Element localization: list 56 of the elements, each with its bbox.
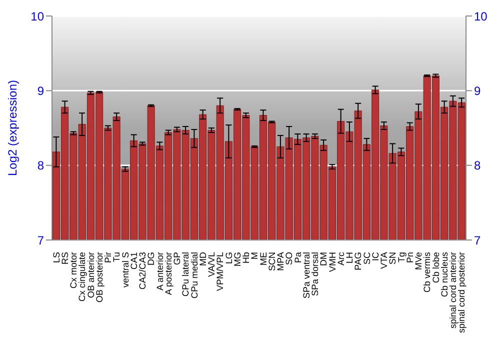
y2-tick-label: 10 [474, 9, 488, 24]
x-tick-label: Hb [241, 252, 252, 264]
x-tick-label: IC [370, 252, 380, 261]
x-tick-label: spinal cord anterior [448, 252, 458, 329]
x-tick-label: Arc [336, 252, 346, 266]
x-tick-label: SCN [266, 252, 277, 272]
y-tick-label: 7 [37, 233, 44, 248]
x-tick-label: OB posterior [94, 252, 104, 303]
x-tick-label: LH [344, 252, 355, 264]
y-tick-label: 10 [30, 9, 44, 24]
x-tick-label: A posterior [163, 252, 174, 296]
y2-tick-label: 9 [474, 84, 481, 98]
x-tick-label: LG [224, 252, 234, 264]
x-tick-label: Cb lobe [430, 252, 441, 284]
x-tick-label: Cx motor [68, 252, 79, 289]
x-tick-label: SPa dorsal [310, 252, 320, 296]
x-tick-label: SN [388, 252, 398, 265]
x-tick-label: MG [232, 252, 242, 266]
x-tick-label: CPu medial [189, 252, 200, 299]
x-tick-label: CA1 [128, 252, 139, 270]
x-tick-label: CPu lateral [180, 252, 191, 297]
x-tick-label: LS [51, 252, 62, 264]
y2-tick-label: 7 [474, 233, 481, 248]
x-tick-label: Tu [112, 252, 122, 262]
x-tick-label: Cb nucleus [439, 252, 450, 298]
x-tick-label: SO [284, 252, 294, 266]
x-tick-label: Cx cingulate [77, 252, 88, 302]
x-tick-label: M [250, 252, 260, 260]
y2-tick-label: 8 [474, 158, 481, 173]
x-tick-label: VA/VL [206, 252, 217, 277]
x-tick-label: SC [362, 252, 372, 265]
x-tick-label: OB anterior [86, 252, 96, 298]
x-tick-label: PAG [353, 252, 364, 270]
x-tick-label: spinal cord posterior [456, 252, 467, 334]
x-tick-label: MD [198, 252, 208, 266]
x-tick-label: Pa [292, 252, 303, 264]
y-axis-title: Log2 (expression) [5, 80, 20, 176]
x-tick-label: DG [146, 252, 156, 266]
x-tick-label: Cb vermis [422, 252, 432, 293]
x-tick-label: ME [258, 252, 268, 266]
x-tick-label: Pir [103, 252, 114, 263]
x-tick-label: CA2/CA3 [138, 252, 148, 290]
x-tick-label: RS [60, 252, 70, 265]
x-tick-label: MPA [276, 252, 286, 271]
x-tick-label: VTA [379, 252, 390, 269]
x-tick-label: ventral S [120, 252, 130, 288]
x-tick-label: DM [318, 252, 329, 266]
y-tick-label: 9 [37, 84, 44, 98]
x-tick-label: VPM/VPL [215, 252, 226, 292]
x-tick-label: SPa ventral [301, 252, 312, 299]
y-tick-label: 8 [37, 158, 44, 173]
x-tick-label: A anterior [154, 252, 165, 291]
x-tick-label: GP [172, 252, 182, 266]
x-tick-label: VMH [327, 252, 338, 272]
x-tick-label: MVe [414, 252, 424, 270]
x-tick-label: Tg [396, 252, 406, 263]
